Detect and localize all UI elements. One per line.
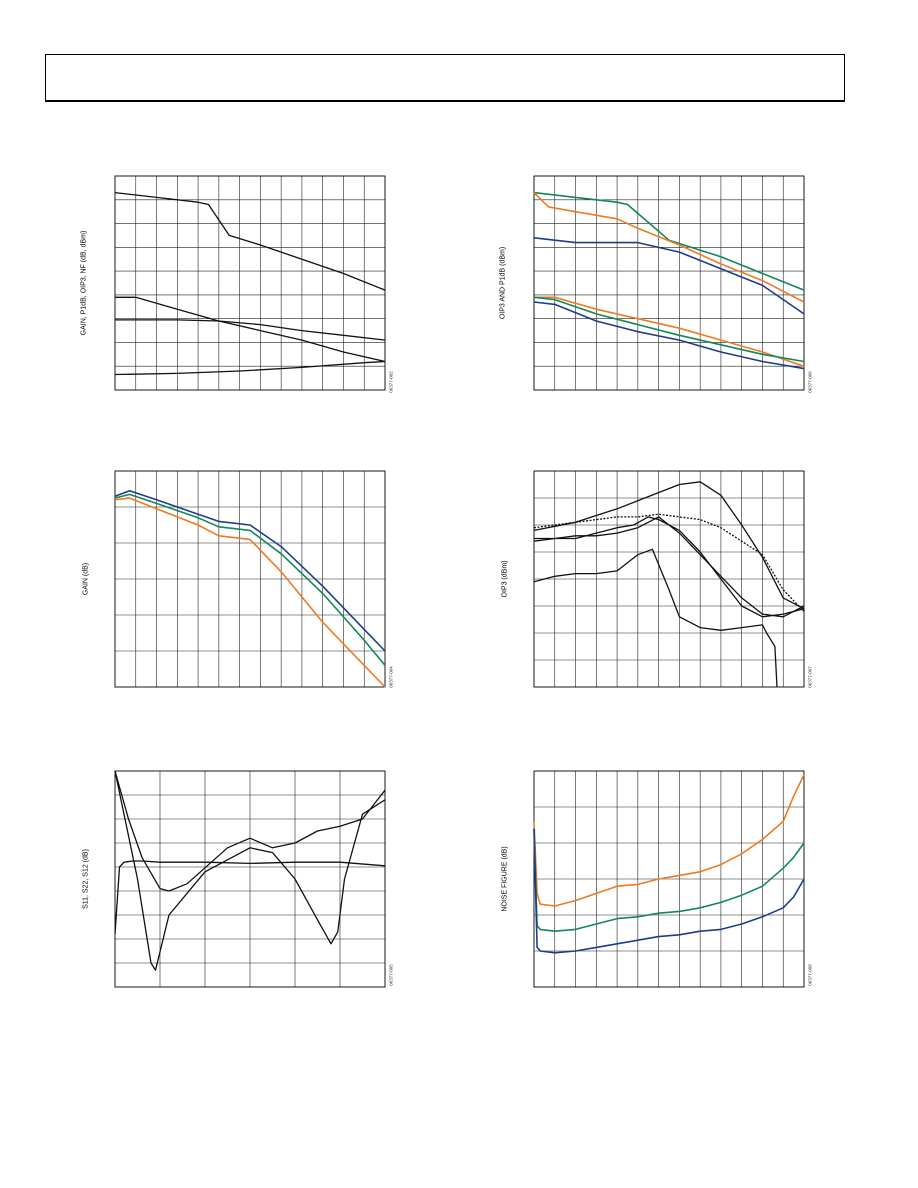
chart-svg <box>114 175 386 391</box>
series-line-1 <box>533 481 805 610</box>
figure-id: 06377-007 <box>807 666 813 688</box>
y-axis-label: OIP3 AND P1dB (dBm) <box>499 246 507 320</box>
chart-gain-p1db-oip3-nf <box>114 175 386 391</box>
chart-svg <box>533 770 805 988</box>
plot-frame <box>114 470 386 688</box>
series-line-3 <box>115 319 386 341</box>
series-line-6 <box>533 301 805 370</box>
series-line-1 <box>114 191 386 291</box>
figure-id: 06377-006 <box>807 371 813 393</box>
series-line-4 <box>534 296 805 367</box>
series-line-1 <box>114 860 386 935</box>
figure-id: 06377-008 <box>807 964 813 986</box>
header-box <box>45 54 845 102</box>
figure-id: 06377-005 <box>388 964 394 986</box>
series-line-3 <box>533 237 805 315</box>
series-line-3 <box>114 497 386 688</box>
series-line-2 <box>533 513 805 612</box>
y-axis-label: NOISE FIGURE (dB) <box>501 846 509 912</box>
chart-oip3-p1db <box>533 175 805 391</box>
chart-svg <box>533 175 805 391</box>
series-line-3 <box>534 516 805 618</box>
y-axis-label: OIP3 (dBm) <box>501 560 509 598</box>
chart-s-parameters <box>114 770 386 988</box>
y-axis-label: GAIN, P1dB, OIP3, NF (dB, dBm) <box>80 230 88 336</box>
y-axis-label: S11, S22, S12 (dB) <box>82 849 90 909</box>
series-line-2 <box>114 493 386 666</box>
series-line-1 <box>533 191 805 291</box>
series-line-1 <box>533 774 805 907</box>
series-line-4 <box>533 516 805 618</box>
figure-id: 06377-004 <box>388 666 394 688</box>
chart-gain <box>114 470 386 688</box>
plot-frame <box>533 175 805 391</box>
series-line-4 <box>114 360 386 376</box>
series-line-5 <box>533 548 778 688</box>
series-line-2 <box>114 770 386 971</box>
series-line-1 <box>114 489 386 652</box>
y-axis-label: GAIN (dB) <box>82 562 90 596</box>
series-line-2 <box>533 828 805 932</box>
figure-id: 06377-002 <box>388 371 394 393</box>
chart-noise-figure <box>533 770 805 988</box>
series-line-2 <box>533 192 805 303</box>
chart-svg <box>114 770 386 988</box>
series-line-2 <box>115 296 386 363</box>
plot-frame <box>533 470 805 688</box>
plot-frame <box>114 175 386 391</box>
chart-oip3 <box>533 470 805 688</box>
plot-frame <box>114 770 386 988</box>
series-line-3 <box>533 828 805 954</box>
chart-svg <box>533 470 805 688</box>
series-line-3 <box>114 770 386 892</box>
series-line-5 <box>533 296 805 363</box>
chart-svg <box>114 470 386 688</box>
